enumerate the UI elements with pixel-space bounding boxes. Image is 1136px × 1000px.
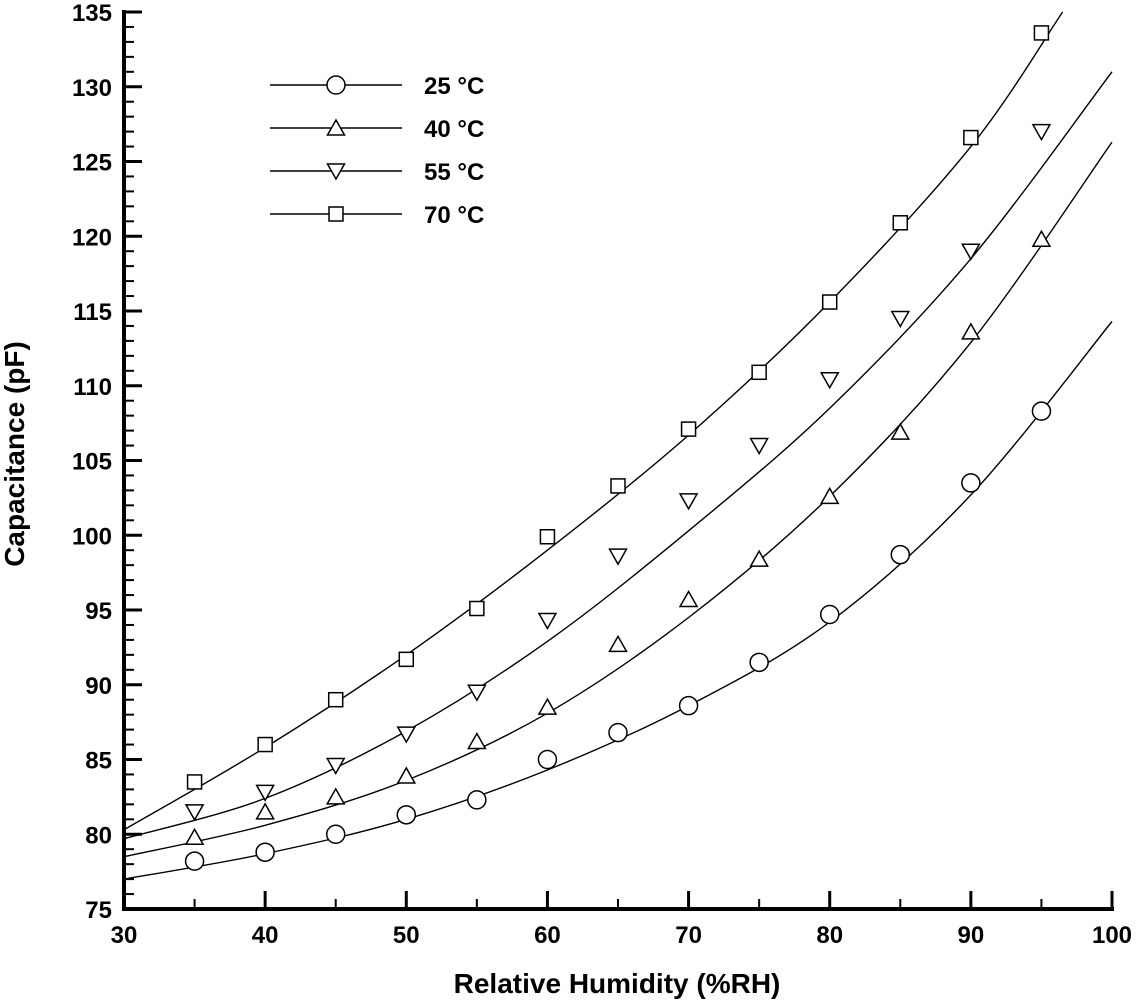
data-point-series-2 [1031, 229, 1052, 247]
x-tick-label: 50 [393, 922, 420, 949]
data-point-series-3 [184, 804, 205, 822]
data-point-series-1 [537, 749, 558, 770]
data-point-series-1 [819, 604, 840, 625]
data-point-series-3 [890, 310, 911, 328]
legend-label-series-4: 70 °C [424, 202, 484, 229]
y-tick-label: 95 [85, 598, 112, 625]
data-point-series-3 [537, 612, 558, 630]
data-point-series-4 [892, 215, 909, 231]
data-point-series-4 [539, 528, 556, 545]
y-tick-label: 90 [85, 673, 112, 700]
data-point-series-1 [184, 851, 205, 871]
data-point-series-1 [890, 544, 911, 565]
data-point-series-2 [467, 732, 487, 750]
data-point-series-3 [961, 243, 981, 261]
legend-marker-series-2 [326, 118, 346, 136]
data-point-series-4 [963, 129, 979, 146]
x-tick-label: 80 [816, 922, 843, 949]
data-point-series-1 [325, 824, 346, 844]
data-point-series-2 [678, 590, 699, 608]
y-tick-label: 135 [72, 0, 112, 27]
data-point-series-3 [467, 684, 487, 702]
data-point-series-1 [749, 652, 769, 673]
x-tick-label: 30 [111, 922, 138, 949]
fit-curve-series-1 [123, 321, 1113, 880]
data-point-series-3 [819, 372, 840, 390]
data-point-series-3 [1031, 123, 1052, 142]
data-point-series-2 [819, 486, 840, 505]
data-point-series-1 [396, 805, 417, 825]
data-point-series-2 [961, 322, 981, 340]
legend-marker-series-4 [328, 206, 344, 222]
data-point-series-4 [751, 364, 767, 381]
data-point-series-2 [890, 422, 911, 440]
y-tick-label: 115 [73, 299, 112, 326]
data-point-series-4 [610, 478, 626, 494]
y-axis-title: Capacitance (pF) [0, 341, 30, 567]
y-tick-label: 105 [72, 449, 112, 476]
data-point-series-4 [821, 294, 838, 310]
data-point-series-3 [608, 548, 628, 566]
y-tick-label: 75 [85, 897, 112, 924]
legend-label-series-1: 25 °C [424, 73, 484, 100]
data-point-series-2 [537, 697, 558, 715]
data-point-series-4 [398, 651, 415, 668]
data-point-series-4 [1033, 25, 1050, 41]
legend-marker-series-1 [326, 75, 346, 95]
y-tick-label: 130 [72, 75, 112, 102]
data-point-series-1 [678, 695, 699, 716]
data-point-series-4 [327, 691, 344, 708]
fit-curve-series-4 [123, 11, 1064, 831]
y-tick-label: 110 [73, 374, 112, 401]
x-tick-label: 40 [252, 922, 279, 949]
data-point-series-2 [184, 827, 205, 845]
fit-curve-series-2 [123, 141, 1113, 858]
data-point-series-1 [961, 473, 981, 493]
x-tick-label: 60 [534, 922, 561, 949]
data-point-series-4 [186, 774, 203, 790]
data-point-series-2 [325, 787, 346, 805]
y-tick-label: 80 [85, 822, 112, 849]
data-point-series-1 [467, 790, 487, 810]
data-point-series-3 [325, 757, 346, 776]
y-tick-label: 100 [72, 523, 112, 550]
y-tick-label: 85 [85, 748, 112, 775]
legend-marker-series-3 [326, 163, 346, 181]
data-point-series-2 [749, 549, 769, 567]
data-point-series-3 [678, 493, 699, 511]
data-point-series-1 [608, 722, 628, 743]
y-tick-label: 125 [72, 150, 112, 177]
data-markers [184, 25, 1052, 871]
legend: 25 °C 40 °C 55 °C 70 °C [270, 73, 484, 229]
legend-label-series-3: 55 °C [424, 159, 484, 186]
data-point-series-3 [749, 437, 769, 456]
axes: 30 40 50 60 70 80 90 100 75 80 85 90 95 100 105 110 115 1… [72, 0, 1132, 949]
data-point-series-4 [257, 736, 273, 753]
data-point-series-3 [255, 784, 275, 802]
data-point-series-4 [680, 421, 697, 437]
data-point-series-2 [608, 634, 628, 653]
y-tick-label: 120 [72, 224, 112, 251]
data-point-series-2 [255, 802, 275, 820]
data-point-series-1 [1031, 401, 1052, 421]
x-tick-label: 90 [958, 922, 985, 949]
data-point-series-2 [396, 766, 417, 784]
data-point-series-1 [255, 842, 275, 862]
x-tick-label: 100 [1092, 922, 1132, 949]
fit-curves [123, 11, 1113, 880]
data-point-series-3 [396, 726, 417, 744]
x-tick-label: 70 [675, 922, 702, 949]
x-axis-title: Relative Humidity (%RH) [454, 968, 781, 999]
legend-label-series-2: 40 °C [424, 116, 484, 143]
data-point-series-4 [469, 600, 485, 617]
